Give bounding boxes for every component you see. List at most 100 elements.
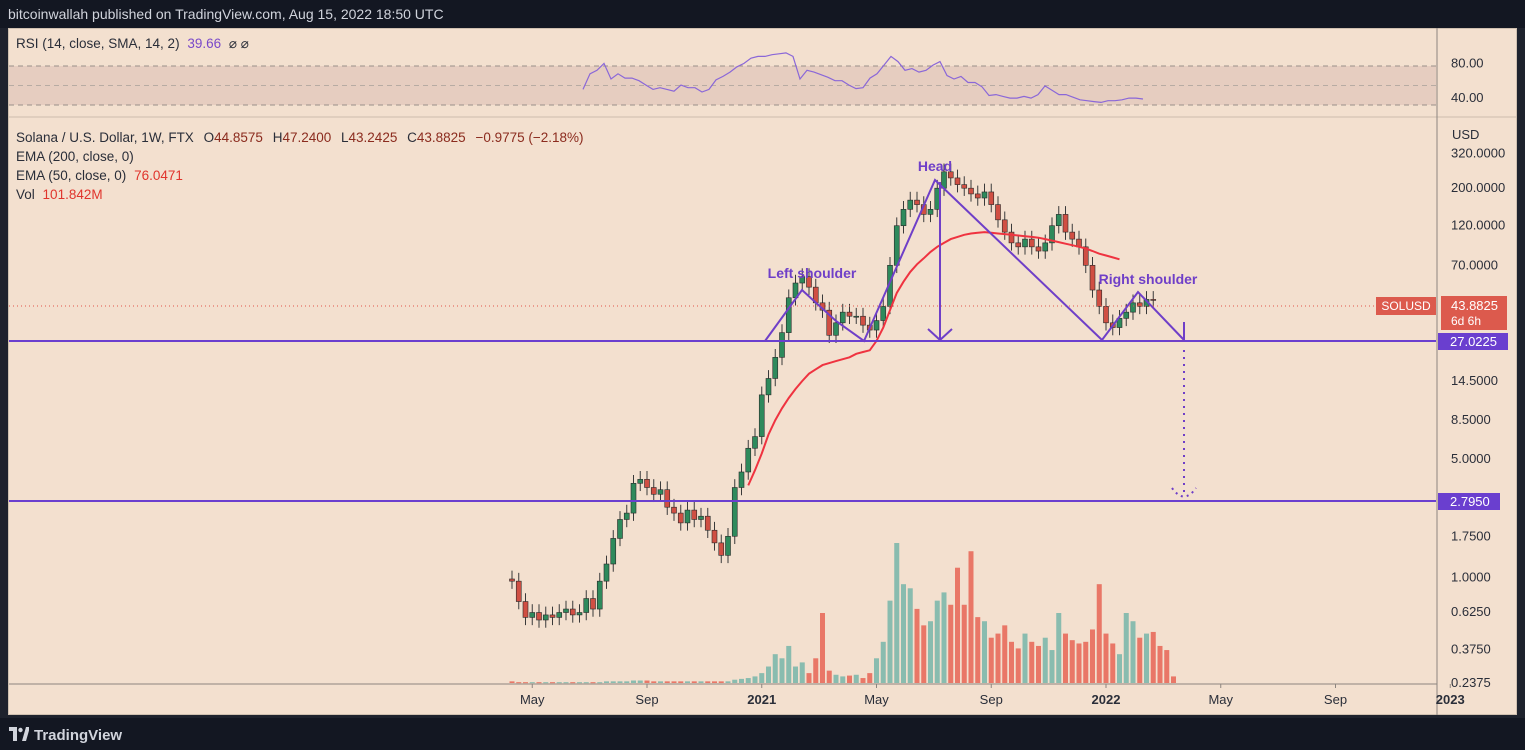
volume-bar [914, 608, 920, 683]
price-axis[interactable]: 320.0000 200.0000 120.0000 70.0000 14.5000 8.… [1451, 146, 1505, 690]
candle [623, 504, 630, 528]
volume-bar [637, 680, 643, 683]
time-axis[interactable]: MaySep2021MaySep2022MaySep2023MaySep [520, 684, 1525, 707]
volume-bar [556, 682, 562, 684]
candle [880, 298, 887, 329]
time-tick: Sep [635, 692, 658, 707]
target-value: 2.7950 [1450, 494, 1490, 509]
volume-bar [894, 543, 900, 683]
head-label: Head [918, 158, 952, 174]
candle [610, 530, 617, 572]
volume-bar [988, 637, 994, 683]
tradingview-logo-icon[interactable] [9, 727, 29, 741]
price-tick: 0.3750 [1451, 641, 1491, 656]
volume-bar [745, 678, 751, 683]
volume-bar [1083, 641, 1089, 683]
volume-bar [793, 666, 798, 683]
volume-bar [1009, 641, 1014, 683]
candle [556, 604, 563, 626]
time-tick: May [1208, 692, 1233, 707]
volume-bar [887, 600, 893, 683]
volume-bar [1063, 633, 1068, 683]
ema50-label: EMA (50, close, 0) [16, 168, 127, 183]
candle [549, 606, 556, 626]
rsi-legend[interactable]: RSI (14, close, SMA, 14, 2) 39.66 ⌀ ⌀ [16, 36, 249, 52]
head-and-shoulders-pattern[interactable] [764, 178, 1185, 343]
candle [860, 307, 866, 333]
volume-bar [523, 682, 528, 684]
low-label: L [341, 130, 349, 145]
close-label: C [407, 130, 417, 145]
candle [522, 593, 529, 626]
rsi-tick: 40.00 [1451, 90, 1484, 105]
volume-bar [847, 675, 852, 683]
volume-bar [820, 613, 825, 683]
price-tick: 1.7500 [1451, 528, 1491, 543]
candle [637, 471, 644, 492]
volume-bar [995, 633, 1001, 683]
volume-legend[interactable]: Vol 101.842M [16, 187, 103, 202]
rsi-line [582, 52, 1144, 104]
chart-frame[interactable] [8, 28, 1517, 715]
candle [1103, 298, 1109, 331]
time-tick: 2023 [1436, 692, 1465, 707]
volume-bar [928, 621, 933, 683]
volume-bar [631, 680, 636, 683]
candle [704, 507, 711, 538]
volume-bar [705, 681, 711, 683]
candle [981, 183, 988, 206]
candle [1150, 291, 1157, 308]
candle [752, 428, 758, 457]
rsi-tick: 80.00 [1451, 55, 1484, 70]
candle [515, 572, 522, 610]
candle [1001, 211, 1008, 240]
volume-bar [948, 604, 954, 683]
volume-bar [725, 681, 731, 683]
time-tick: May [520, 692, 545, 707]
candle [758, 386, 765, 445]
candle [1008, 223, 1015, 251]
volume-bar [840, 676, 846, 683]
volume-bar [1137, 637, 1143, 683]
volume-bar [664, 681, 670, 683]
candle [590, 590, 596, 617]
price-tick: 0.2375 [1451, 675, 1491, 690]
candle [1076, 230, 1082, 255]
candle [974, 185, 981, 206]
candle [617, 511, 623, 547]
volume-bar [779, 658, 785, 683]
volume-bar [901, 584, 906, 683]
close-value: 43.8825 [416, 130, 466, 145]
candle [738, 463, 745, 496]
volume-bar [799, 662, 805, 683]
candle [968, 179, 974, 202]
rsi-axis[interactable]: 80.00 40.00 [1451, 55, 1484, 105]
ema50-legend[interactable]: EMA (50, close, 0) 76.0471 [16, 168, 183, 183]
candle [657, 481, 664, 503]
ema200-legend[interactable]: EMA (200, close, 0) [16, 149, 134, 164]
volume-bar [1036, 645, 1041, 683]
footer-brand[interactable]: TradingView [34, 727, 123, 744]
price-tick: 0.6250 [1451, 604, 1491, 619]
candle [718, 534, 725, 564]
volume-bar [651, 681, 657, 683]
candle [900, 200, 907, 234]
candle [1096, 281, 1103, 315]
volume-bar [718, 681, 724, 683]
candle [1089, 256, 1096, 298]
right-shoulder-label: Right shoulder [1099, 271, 1198, 287]
rsi-pane [9, 52, 1436, 106]
rsi-label: RSI (14, close, SMA, 14, 2) [16, 36, 180, 51]
price-tick: 8.5000 [1451, 412, 1491, 427]
volume-bar [678, 681, 684, 683]
volume-bar [550, 682, 555, 684]
volume-bar [759, 673, 765, 683]
volume-bar [516, 682, 522, 684]
volume-bar [826, 670, 832, 683]
symbol-legend[interactable]: Solana / U.S. Dollar, 1W, FTX O44.8575 H… [16, 130, 584, 145]
volume-bar [1076, 643, 1082, 683]
volume-bar [786, 645, 792, 683]
candle [1055, 206, 1062, 234]
chart-canvas[interactable]: Head Left shoulder Right shoulder 320.00… [0, 0, 1525, 718]
price-tick: 5.0000 [1451, 451, 1491, 466]
